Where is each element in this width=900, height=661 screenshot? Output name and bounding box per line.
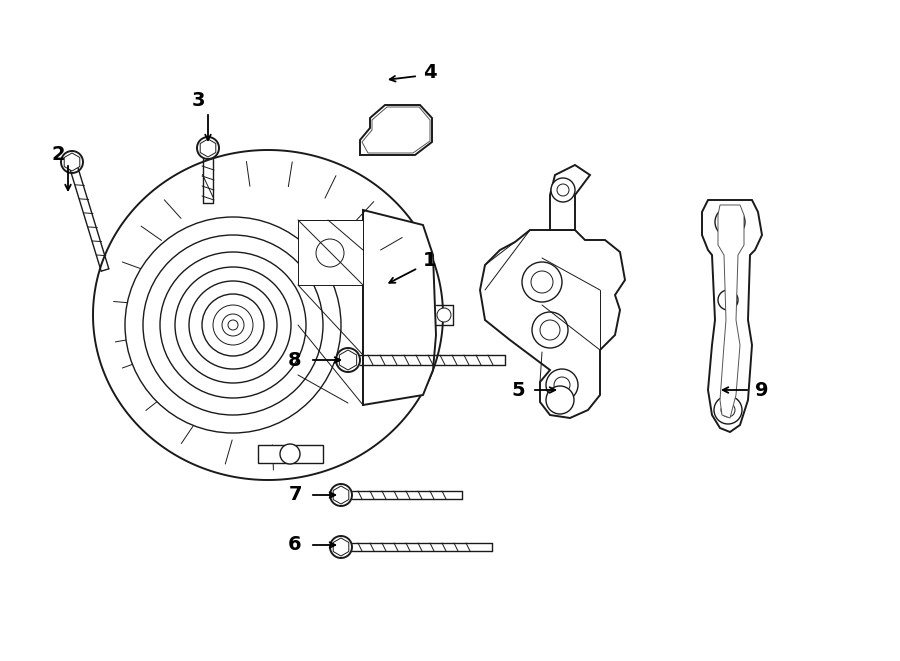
Circle shape (540, 320, 560, 340)
Text: 4: 4 (423, 63, 436, 81)
Circle shape (546, 386, 574, 414)
Polygon shape (298, 220, 363, 285)
Polygon shape (333, 486, 349, 504)
Circle shape (280, 444, 300, 464)
Circle shape (714, 396, 742, 424)
Circle shape (316, 239, 344, 267)
Circle shape (175, 267, 291, 383)
Polygon shape (702, 200, 762, 432)
Circle shape (213, 305, 253, 345)
Text: 9: 9 (755, 381, 769, 399)
Circle shape (532, 312, 568, 348)
Circle shape (336, 348, 360, 372)
Polygon shape (360, 105, 432, 155)
Circle shape (531, 271, 553, 293)
Circle shape (143, 235, 323, 415)
Polygon shape (333, 538, 349, 556)
Circle shape (721, 403, 735, 417)
Polygon shape (718, 205, 744, 418)
Text: 2: 2 (51, 145, 65, 165)
Circle shape (330, 484, 352, 506)
Text: 3: 3 (191, 91, 205, 110)
Circle shape (228, 320, 238, 330)
Polygon shape (64, 153, 80, 171)
Text: 6: 6 (288, 535, 302, 555)
Circle shape (222, 314, 244, 336)
Text: 7: 7 (288, 485, 302, 504)
Circle shape (554, 377, 570, 393)
Circle shape (722, 214, 738, 230)
Circle shape (557, 184, 569, 196)
Circle shape (160, 252, 306, 398)
Circle shape (546, 369, 578, 401)
Circle shape (437, 308, 451, 322)
Polygon shape (480, 230, 625, 418)
Polygon shape (362, 107, 430, 153)
Circle shape (189, 281, 277, 369)
Text: 5: 5 (511, 381, 525, 399)
Circle shape (61, 151, 83, 173)
Polygon shape (339, 350, 356, 370)
Circle shape (202, 294, 264, 356)
Circle shape (386, 118, 414, 146)
Text: 1: 1 (423, 251, 436, 270)
Polygon shape (258, 445, 323, 463)
Polygon shape (93, 150, 443, 480)
Circle shape (330, 536, 352, 558)
Text: 8: 8 (288, 350, 302, 369)
Circle shape (718, 290, 738, 310)
Circle shape (522, 262, 562, 302)
Circle shape (125, 217, 341, 433)
Circle shape (197, 137, 219, 159)
Circle shape (551, 178, 575, 202)
Circle shape (715, 207, 745, 237)
Polygon shape (363, 210, 436, 405)
Polygon shape (200, 139, 216, 157)
Circle shape (393, 125, 407, 139)
Polygon shape (550, 165, 590, 230)
